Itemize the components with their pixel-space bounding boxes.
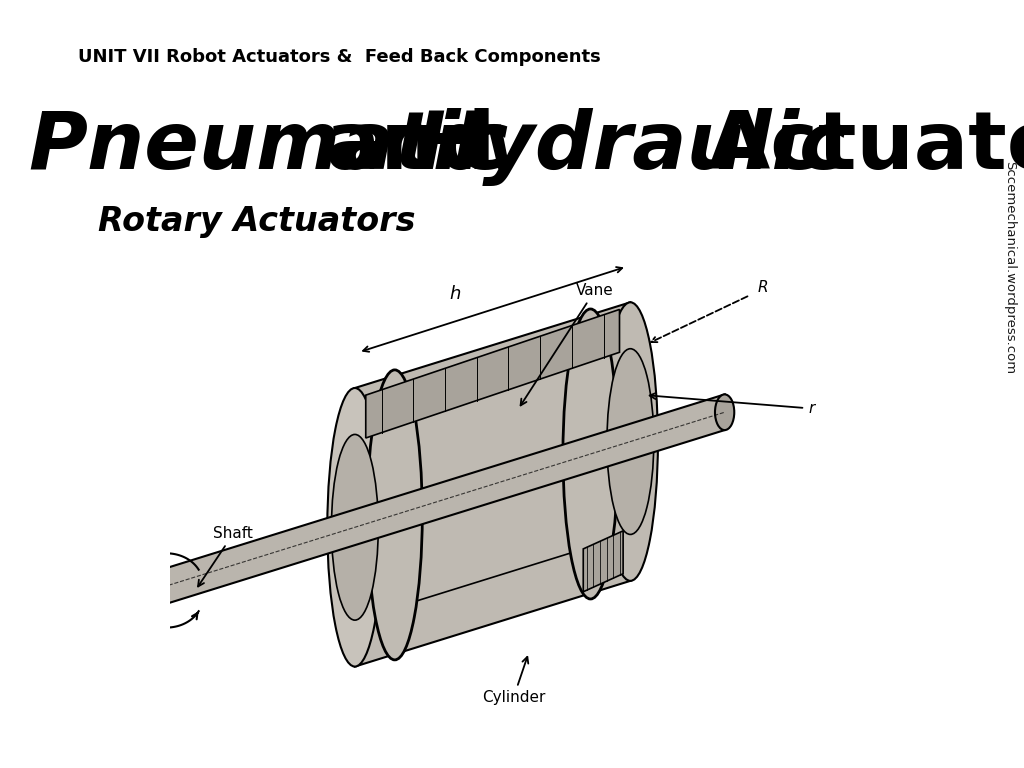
Text: Pneumatic: Pneumatic: [28, 108, 508, 186]
Ellipse shape: [563, 309, 618, 599]
Ellipse shape: [142, 573, 162, 608]
Text: Actuators: Actuators: [680, 108, 1024, 186]
Text: r: r: [649, 393, 814, 416]
Text: UNIT VII Robot Actuators &  Feed Back Components: UNIT VII Robot Actuators & Feed Back Com…: [78, 48, 601, 66]
Text: Cylinder: Cylinder: [481, 657, 545, 705]
Text: h: h: [450, 285, 461, 303]
Polygon shape: [584, 531, 624, 592]
Text: Shaft: Shaft: [198, 526, 253, 587]
Polygon shape: [366, 310, 620, 438]
Ellipse shape: [332, 435, 378, 620]
Ellipse shape: [368, 370, 422, 660]
Text: Sccemechanical.wordpress.com: Sccemechanical.wordpress.com: [1004, 161, 1017, 375]
Text: and: and: [298, 108, 523, 186]
Text: Hydraulic: Hydraulic: [415, 108, 847, 186]
Text: R: R: [758, 280, 768, 295]
Text: Rotary Actuators: Rotary Actuators: [98, 205, 416, 238]
Polygon shape: [355, 303, 631, 667]
Ellipse shape: [715, 395, 734, 430]
Text: Vane: Vane: [520, 283, 613, 406]
Ellipse shape: [328, 388, 382, 667]
Ellipse shape: [607, 349, 653, 535]
Polygon shape: [152, 395, 725, 608]
Ellipse shape: [603, 303, 658, 581]
